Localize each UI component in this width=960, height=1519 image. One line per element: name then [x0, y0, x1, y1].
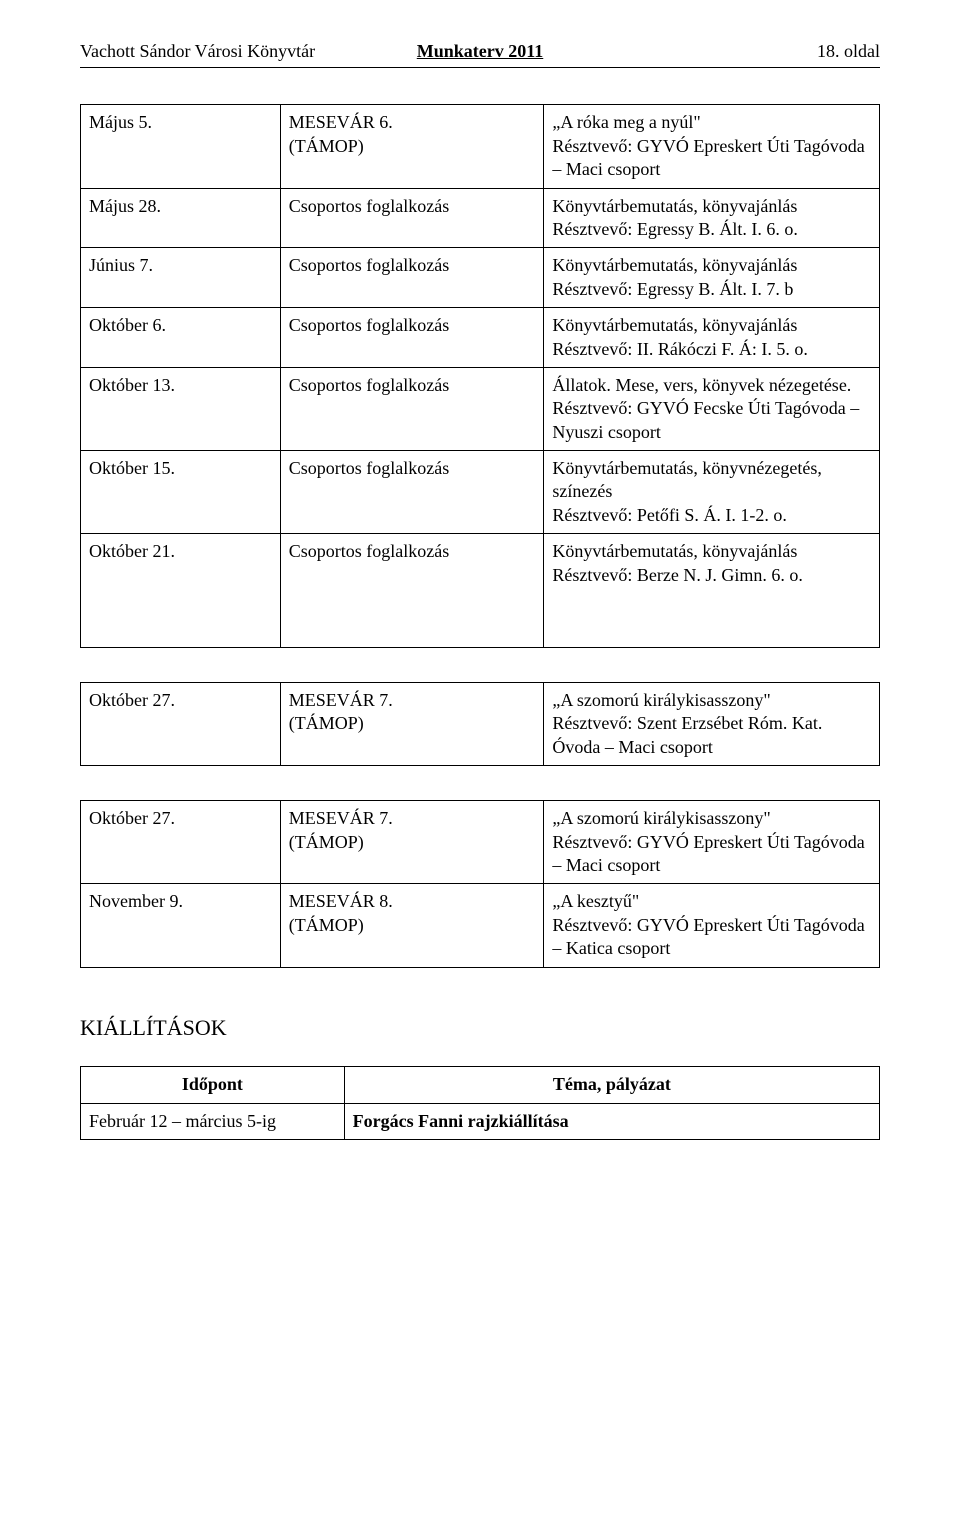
cell-description: Könyvtárbemutatás, könyvajánlásRésztvevő…: [544, 248, 880, 308]
table-row: Május 28.Csoportos foglalkozásKönyvtárbe…: [81, 188, 880, 248]
cell-date: November 9.: [81, 884, 281, 967]
table-row: Május 5.MESEVÁR 6.(TÁMOP)„A róka meg a n…: [81, 105, 880, 188]
cell-date: Május 28.: [81, 188, 281, 248]
cell-description: Állatok. Mese, vers, könyvek nézegetése.…: [544, 367, 880, 450]
table-header-row: Időpont Téma, pályázat: [81, 1067, 880, 1103]
cell-description: „A kesztyű"Résztvevő: GYVÓ Epreskert Úti…: [544, 884, 880, 967]
cell-event: MESEVÁR 6.(TÁMOP): [280, 105, 544, 188]
cell-event: Csoportos foglalkozás: [280, 188, 544, 248]
table-row: Október 15.Csoportos foglalkozásKönyvtár…: [81, 451, 880, 534]
cell-topic: Forgács Fanni rajzkiállítása: [344, 1103, 879, 1139]
cell-event: MESEVÁR 8.(TÁMOP): [280, 884, 544, 967]
table-row: November 9.MESEVÁR 8.(TÁMOP)„A kesztyű"R…: [81, 884, 880, 967]
header-center: Munkaterv 2011: [347, 40, 614, 63]
table-row: Február 12 – március 5-igForgács Fanni r…: [81, 1103, 880, 1139]
cell-date: Október 15.: [81, 451, 281, 534]
cell-description: „A róka meg a nyúl"Résztvevő: GYVÓ Epres…: [544, 105, 880, 188]
table-row: Október 27.MESEVÁR 7.(TÁMOP)„A szomorú k…: [81, 683, 880, 766]
table-row: Október 21.Csoportos foglalkozásKönyvtár…: [81, 534, 880, 648]
cell-date: Október 27.: [81, 683, 281, 766]
cell-description: „A szomorú királykisasszony"Résztvevő: S…: [544, 683, 880, 766]
cell-date: Június 7.: [81, 248, 281, 308]
cell-description: Könyvtárbemutatás, könyvajánlásRésztvevő…: [544, 534, 880, 648]
third-events-table: Október 27.MESEVÁR 7.(TÁMOP)„A szomorú k…: [80, 800, 880, 967]
cell-event: MESEVÁR 7.(TÁMOP): [280, 801, 544, 884]
cell-date: Május 5.: [81, 105, 281, 188]
page-header: Vachott Sándor Városi Könyvtár Munkaterv…: [80, 40, 880, 68]
header-right: 18. oldal: [613, 40, 880, 63]
cell-date: Október 6.: [81, 308, 281, 368]
cell-description: „A szomorú királykisasszony"Résztvevő: G…: [544, 801, 880, 884]
col-header-idopont: Időpont: [81, 1067, 345, 1103]
second-events-table: Október 27.MESEVÁR 7.(TÁMOP)„A szomorú k…: [80, 682, 880, 766]
page: Vachott Sándor Városi Könyvtár Munkaterv…: [0, 0, 960, 1234]
cell-date: Február 12 – március 5-ig: [81, 1103, 345, 1139]
col-header-tema: Téma, pályázat: [344, 1067, 879, 1103]
main-events-table: Május 5.MESEVÁR 6.(TÁMOP)„A róka meg a n…: [80, 104, 880, 648]
cell-date: Október 13.: [81, 367, 281, 450]
cell-date: Október 21.: [81, 534, 281, 648]
cell-event: Csoportos foglalkozás: [280, 451, 544, 534]
table-row: Október 13.Csoportos foglalkozásÁllatok.…: [81, 367, 880, 450]
cell-date: Október 27.: [81, 801, 281, 884]
table-row: Június 7.Csoportos foglalkozásKönyvtárbe…: [81, 248, 880, 308]
cell-event: Csoportos foglalkozás: [280, 308, 544, 368]
section-title: KIÁLLÍTÁSOK: [80, 1014, 880, 1043]
cell-event: Csoportos foglalkozás: [280, 367, 544, 450]
table-row: Október 6.Csoportos foglalkozásKönyvtárb…: [81, 308, 880, 368]
cell-event: Csoportos foglalkozás: [280, 248, 544, 308]
table-row: Október 27.MESEVÁR 7.(TÁMOP)„A szomorú k…: [81, 801, 880, 884]
header-left: Vachott Sándor Városi Könyvtár: [80, 40, 347, 63]
cell-event: Csoportos foglalkozás: [280, 534, 544, 648]
cell-event: MESEVÁR 7.(TÁMOP): [280, 683, 544, 766]
cell-description: Könyvtárbemutatás, könyvnézegetés, színe…: [544, 451, 880, 534]
cell-description: Könyvtárbemutatás, könyvajánlásRésztvevő…: [544, 308, 880, 368]
kiallitasok-table: Időpont Téma, pályázat Február 12 – márc…: [80, 1066, 880, 1140]
cell-description: Könyvtárbemutatás, könyvajánlásRésztvevő…: [544, 188, 880, 248]
